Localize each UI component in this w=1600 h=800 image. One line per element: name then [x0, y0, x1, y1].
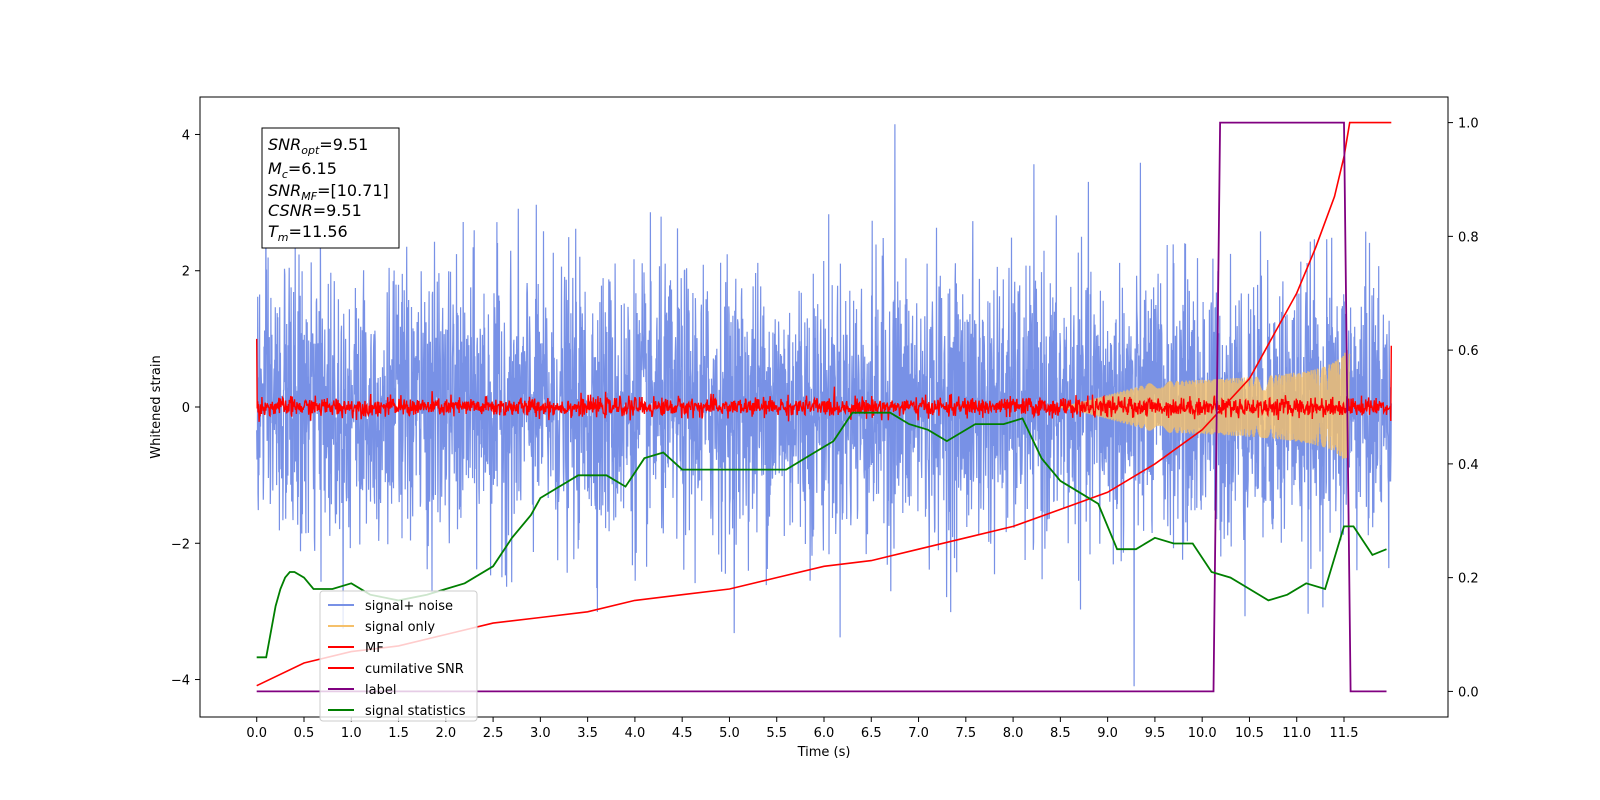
x-tick-label: 5.0	[719, 726, 740, 741]
legend: signal+ noise signal only MF cumilative SNR…	[319, 590, 478, 722]
x-tick-label: 3.0	[530, 726, 551, 741]
x-tick-label: 1.0	[341, 726, 362, 741]
info-box-frame	[261, 127, 400, 249]
x-tick-label: 1.5	[388, 726, 409, 741]
y-axis-label: Whitened strain	[149, 355, 164, 458]
x-tick-label: 2.0	[435, 726, 456, 741]
x-tick-label: 4.0	[625, 726, 646, 741]
x-tick-label: 0.5	[294, 726, 315, 741]
y-left-tick-label: −2	[171, 537, 190, 552]
series-signal-only	[1060, 349, 1351, 467]
y-axis-right: 1.0 0.8 0.6 0.4 0.2 0.0	[1448, 117, 1479, 700]
x-tick-label: 10.5	[1235, 726, 1264, 741]
y-right-tick-label: 1.0	[1458, 117, 1479, 132]
x-axis: 0.0 0.5 1.0 1.5 2.0 2.5 3.0 3.5 4.0 4.5 5.0 5.5 6.0 6…	[246, 717, 1358, 741]
x-tick-label: 2.5	[483, 726, 504, 741]
y-right-tick-label: 0.4	[1458, 458, 1479, 473]
info-snr-mf: SNRMF=[10.71]	[268, 181, 389, 203]
x-tick-label: 7.0	[908, 726, 929, 741]
legend-entry: cumilative SNR	[365, 662, 464, 677]
info-box: SNRopt=9.51 Mc=6.15 SNRMF=[10.71] CSNR=9…	[261, 127, 400, 249]
x-tick-label: 5.5	[766, 726, 787, 741]
x-tick-label: 8.0	[1003, 726, 1024, 741]
x-tick-label: 4.5	[672, 726, 693, 741]
legend-entry: MF	[365, 641, 384, 656]
x-tick-label: 0.0	[246, 726, 267, 741]
x-tick-label: 10.0	[1188, 726, 1217, 741]
y-left-tick-label: −4	[171, 674, 190, 689]
info-snr-opt: SNRopt=9.51	[268, 135, 368, 157]
x-tick-label: 3.5	[577, 726, 598, 741]
y-left-tick-label: 0	[182, 401, 190, 416]
x-tick-label: 9.0	[1097, 726, 1118, 741]
y-left-tick-label: 2	[182, 265, 190, 280]
legend-entry: signal statistics	[365, 704, 466, 719]
y-right-tick-label: 0.2	[1458, 572, 1479, 587]
legend-frame	[319, 590, 478, 722]
y-right-tick-label: 0.0	[1458, 685, 1479, 700]
x-tick-label: 6.5	[861, 726, 882, 741]
x-tick-label: 7.5	[955, 726, 976, 741]
legend-entry: signal only	[365, 620, 435, 635]
legend-entry: label	[365, 683, 396, 698]
y-left-tick-label: 4	[182, 128, 190, 143]
info-tm: Tm=11.56	[268, 222, 348, 244]
legend-entry: signal+ noise	[365, 599, 453, 614]
y-right-tick-label: 0.8	[1458, 230, 1479, 245]
x-tick-label: 11.5	[1330, 726, 1359, 741]
x-axis-label: Time (s)	[797, 745, 851, 760]
series-label	[256, 121, 1387, 693]
y-right-tick-label: 0.6	[1458, 344, 1479, 359]
x-tick-label: 6.0	[814, 726, 835, 741]
y-axis-left: 4 2 0 −2 −4	[171, 128, 200, 689]
series-mf	[256, 338, 1393, 422]
x-tick-label: 8.5	[1050, 726, 1071, 741]
info-csnr: CSNR=9.51	[268, 201, 362, 220]
x-tick-label: 11.0	[1282, 726, 1311, 741]
info-mc: Mc=6.15	[268, 159, 337, 181]
series-signal-statistics	[256, 411, 1387, 659]
x-tick-label: 9.5	[1145, 726, 1166, 741]
